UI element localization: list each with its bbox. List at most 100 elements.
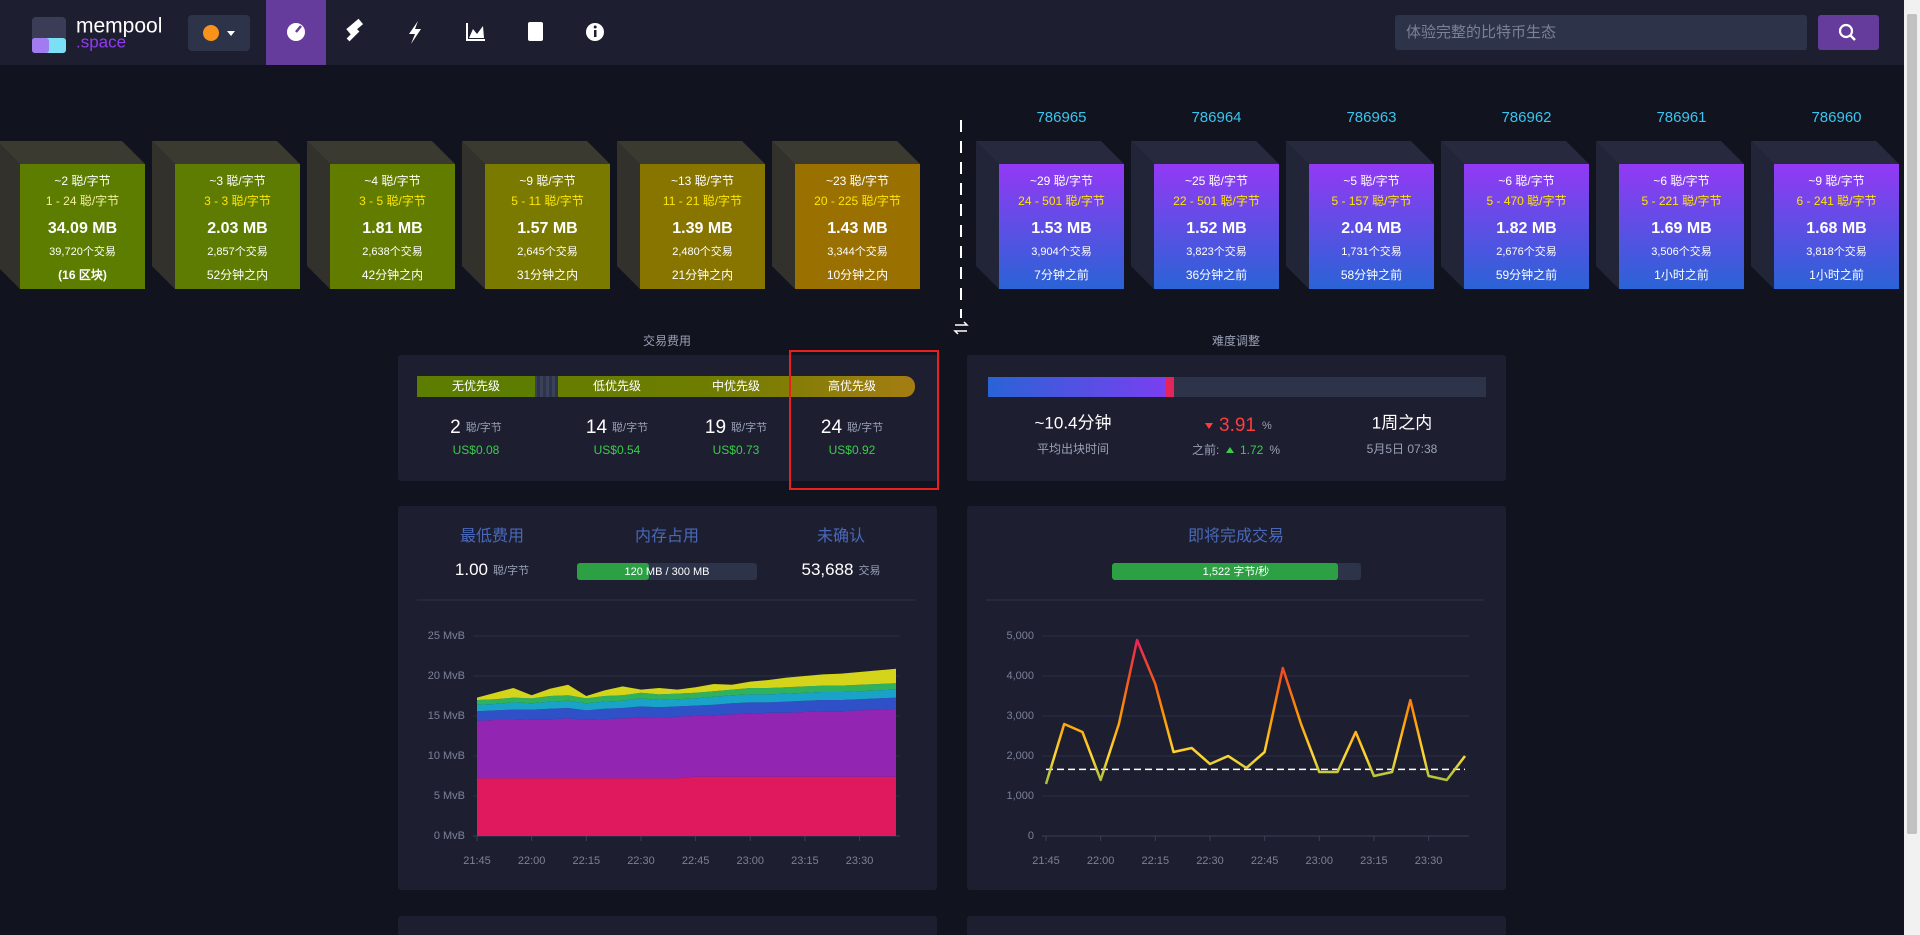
block-face	[1309, 164, 1434, 289]
x-tick-label: 22:30	[1196, 855, 1224, 867]
block-height: 786961	[1656, 109, 1706, 126]
block-size: 1.57 MB	[517, 220, 577, 237]
pending-block[interactable]: ~4 聪/字节 3 - 5 聪/字节 1.81 MB 2,638个交易 42分钟之内	[307, 141, 455, 289]
block-fee: ~29 聪/字节	[1030, 173, 1093, 188]
y-tick-label: 1,000	[1006, 790, 1034, 802]
difficulty-change: 3.91%	[1219, 415, 1272, 436]
eta: 1周之内	[1372, 413, 1432, 432]
change-value: 3.91	[1219, 415, 1256, 436]
block-time: 42分钟之内	[362, 267, 423, 282]
block-face	[640, 164, 765, 289]
card	[398, 916, 937, 935]
mined-block[interactable]: ~9 聪/字节 6 - 241 聪/字节 1.68 MB 3,818个交易 1小时之前 7…	[1751, 109, 1899, 289]
unconfirmed-label: 未确认	[817, 527, 865, 545]
block-top	[462, 141, 610, 164]
search-button[interactable]	[1818, 15, 1879, 50]
block-size: 1.53 MB	[1031, 220, 1091, 237]
x-tick-label: 23:30	[846, 855, 874, 867]
mined-block[interactable]: ~29 聪/字节 24 - 501 聪/字节 1.53 MB 3,904个交易 7分钟之…	[976, 109, 1124, 289]
min-fee-value: 1.00	[455, 560, 488, 579]
y-tick-label: 20 MvB	[428, 670, 465, 682]
mined-block[interactable]: ~25 聪/字节 22 - 501 聪/字节 1.52 MB 3,823个交易 36分钟…	[1131, 109, 1279, 289]
block-side	[1441, 141, 1464, 289]
block-size: 1.68 MB	[1806, 220, 1866, 237]
memory-bar-fill	[577, 563, 649, 580]
fee-usd: US$0.54	[594, 443, 641, 457]
block-fee: ~25 聪/字节	[1185, 173, 1248, 188]
memory-label: 内存占用	[635, 527, 699, 545]
block-fee: ~23 聪/字节	[826, 173, 889, 188]
prev-unit: %	[1269, 443, 1280, 457]
block-top	[976, 141, 1124, 164]
mined-block[interactable]: ~6 聪/字节 5 - 470 聪/字节 1.82 MB 2,676个交易 59分钟之前…	[1441, 109, 1589, 289]
block-time: 31分钟之内	[517, 267, 578, 282]
about-icon[interactable]	[586, 23, 604, 41]
block-face	[175, 164, 300, 289]
block-fee: ~5 聪/字节	[1343, 173, 1399, 188]
block-size: 34.09 MB	[48, 220, 117, 237]
x-tick-label: 22:30	[627, 855, 655, 867]
block-fee: ~9 聪/字节	[1808, 173, 1864, 188]
block-time: 21分钟之内	[672, 267, 733, 282]
block-side	[462, 141, 485, 289]
block-size: 1.52 MB	[1186, 220, 1246, 237]
block-time: 58分钟之前	[1341, 267, 1402, 282]
fee-value: 14	[586, 417, 608, 438]
block-tx-count: 3,506个交易	[1651, 244, 1712, 258]
pending-block[interactable]: ~13 聪/字节 11 - 21 聪/字节 1.39 MB 2,480个交易 21分钟之…	[617, 141, 765, 289]
mining-icon[interactable]	[346, 18, 364, 42]
fee-usd: US$0.08	[453, 443, 500, 457]
block-fee-range: 6 - 241 聪/字节	[1796, 193, 1876, 208]
fee-bar-gap	[535, 376, 558, 397]
pending-block[interactable]: ~9 聪/字节 5 - 11 聪/字节 1.57 MB 2,645个交易 31分钟之内	[462, 141, 610, 289]
dashboard-icon[interactable]	[287, 23, 305, 41]
search-input[interactable]	[1395, 15, 1807, 50]
search[interactable]: 体验完整的比特币生态	[1395, 15, 1879, 50]
block-top	[1441, 141, 1589, 164]
swap-icon[interactable]	[953, 321, 969, 335]
x-tick-label: 22:45	[1251, 855, 1279, 867]
fee-card	[398, 355, 937, 481]
block-fee-range: 5 - 470 聪/字节	[1486, 193, 1566, 208]
charts: 0 MvB 5 MvB 10 MvB 15 MvB 20 MvB 25 MvB 21:45 2…	[428, 630, 1469, 867]
block-fee: ~13 聪/字节	[671, 173, 734, 188]
logo-sub: .space	[76, 32, 126, 51]
docs-icon[interactable]	[528, 22, 543, 41]
block-size: 2.04 MB	[1341, 220, 1401, 237]
network-selector[interactable]	[188, 15, 250, 51]
block-side	[976, 141, 999, 289]
block-fee-range: 11 - 21 聪/字节	[663, 193, 742, 208]
difficulty-bar-marker	[1166, 377, 1174, 397]
y-tick-label: 4,000	[1006, 670, 1034, 682]
block-side	[0, 144, 20, 289]
block-face	[999, 164, 1124, 289]
block-tx-count: 2,638个交易	[362, 244, 423, 258]
pending-block[interactable]: ~23 聪/字节 20 - 225 聪/字节 1.43 MB 3,344个交易 10分钟…	[772, 141, 920, 289]
x-tick-label: 23:15	[1360, 855, 1388, 867]
area-layer	[477, 683, 896, 705]
scrollbar-thumb[interactable]	[1907, 14, 1917, 834]
block-top	[1131, 141, 1279, 164]
highlight-box	[789, 350, 939, 490]
fee-tier-value: 2 聪/字节	[450, 417, 502, 438]
fee-tier-label: 低优先级	[593, 379, 641, 393]
block-fee: ~4 聪/字节	[364, 173, 420, 188]
pending-block[interactable]: ~2 聪/字节 1 - 24 聪/字节 34.09 MB 39,720个交易 (16 区…	[0, 141, 145, 289]
block-height: 786963	[1346, 109, 1396, 126]
mined-block[interactable]: ~5 聪/字节 5 - 157 聪/字节 2.04 MB 1,731个交易 58分钟之前…	[1286, 109, 1434, 289]
block-side	[307, 141, 330, 289]
memory: 120 MB / 300 MB	[625, 566, 710, 578]
graphs-icon[interactable]	[466, 23, 485, 41]
pending-block[interactable]: ~3 聪/字节 3 - 3 聪/字节 2.03 MB 2,857个交易 52分钟之内	[152, 141, 300, 289]
mined-block[interactable]: ~6 聪/字节 5 - 221 聪/字节 1.69 MB 3,506个交易 1小时之前 7…	[1596, 109, 1744, 289]
lightning-icon[interactable]	[409, 21, 421, 44]
block-face	[20, 164, 145, 289]
logo[interactable]: mempool .space	[32, 15, 162, 53]
fee-usd: US$0.73	[713, 443, 760, 457]
block-time: 36分钟之前	[1186, 267, 1247, 282]
fee-tier-value: 19 聪/字节	[705, 417, 767, 438]
prev-value: 1.72	[1240, 443, 1264, 457]
block-time: 52分钟之内	[207, 267, 268, 282]
